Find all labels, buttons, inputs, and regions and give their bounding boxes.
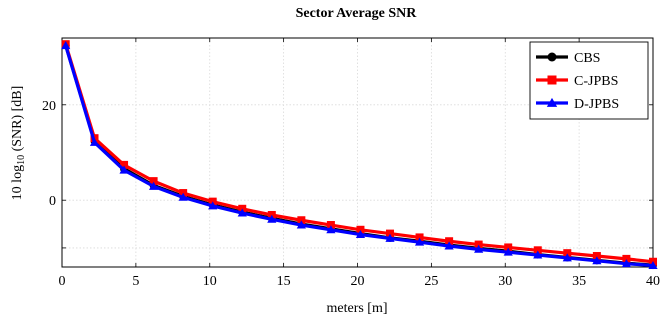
legend: CBS C-JPBS D-JPBS [529, 41, 649, 120]
point-c-jpbs [326, 221, 335, 230]
point-d-jpbs [296, 220, 306, 229]
point-d-jpbs [648, 260, 658, 270]
svg-text:10 log10 (SNR) [dB]: 10 log10 (SNR) [dB] [10, 86, 27, 201]
point-d-jpbs [208, 201, 218, 210]
legend-item-d-jpbs: D-JPBS [536, 97, 619, 112]
grid-lines [61, 38, 654, 267]
point-c-jpbs [120, 160, 129, 169]
x-tick-label: 40 [646, 274, 660, 289]
point-c-jpbs [149, 177, 158, 186]
point-d-jpbs [592, 256, 602, 265]
point-d-jpbs [533, 250, 543, 259]
x-tick-label: 0 [59, 274, 66, 289]
y-axis-label-suffix: (SNR) [dB] [10, 86, 25, 155]
point-d-jpbs [326, 225, 336, 234]
point-d-jpbs [562, 253, 572, 262]
point-c-jpbs [474, 240, 483, 249]
point-d-jpbs [414, 237, 425, 246]
x-tick-label: 15 [277, 274, 291, 289]
legend-label-c-jpbs: C-JPBS [574, 74, 618, 89]
y-axis-label-subscript: 10 [16, 155, 27, 165]
point-c-jpbs [445, 237, 454, 246]
point-c-jpbs [356, 225, 365, 234]
point-d-jpbs [444, 241, 454, 250]
legend-label-cbs: CBS [574, 51, 600, 66]
chart-title: Sector Average SNR [296, 6, 418, 21]
x-tick-label: 5 [132, 274, 139, 289]
x-tick-label: 20 [351, 274, 365, 289]
point-d-jpbs [474, 244, 484, 253]
point-c-jpbs [533, 246, 542, 255]
point-c-jpbs [504, 243, 513, 252]
axis-ticks: 0 5 10 15 20 25 30 35 40 0 20 [42, 38, 660, 289]
point-d-jpbs [621, 259, 632, 268]
point-c-jpbs [415, 233, 424, 242]
legend-marker-d-jpbs [546, 97, 558, 107]
point-d-jpbs [385, 233, 395, 242]
point-d-jpbs [267, 214, 277, 223]
x-tick-label: 10 [203, 274, 217, 289]
x-tick-label: 25 [424, 274, 438, 289]
point-d-jpbs [503, 247, 513, 256]
point-d-jpbs [355, 229, 366, 239]
x-axis-label: meters [m] [326, 301, 387, 316]
y-axis-label: 10 log10 (SNR) [dB] [10, 86, 27, 201]
legend-marker-cbs [547, 52, 557, 62]
point-d-jpbs [149, 181, 159, 190]
y-axis-label-prefix: 10 log [10, 165, 25, 200]
legend-item-c-jpbs: C-JPBS [536, 74, 618, 89]
x-tick-label: 35 [572, 274, 586, 289]
point-d-jpbs [237, 208, 247, 217]
point-c-jpbs [563, 249, 572, 258]
point-c-jpbs [592, 252, 601, 261]
legend-marker-c-jpbs [547, 75, 557, 85]
legend-item-cbs: CBS [536, 51, 600, 66]
y-tick-label: 0 [49, 194, 56, 209]
legend-label-d-jpbs: D-JPBS [574, 97, 619, 112]
series-d-jpbs [61, 41, 658, 270]
point-d-jpbs [119, 165, 129, 174]
point-c-jpbs [297, 216, 306, 225]
x-tick-label: 30 [498, 274, 512, 289]
point-c-jpbs [386, 229, 395, 238]
point-d-jpbs [89, 137, 100, 146]
y-tick-label: 20 [42, 99, 56, 114]
point-d-jpbs [178, 192, 188, 201]
point-c-jpbs [622, 254, 631, 263]
data-series [61, 40, 658, 270]
point-d-jpbs [61, 41, 71, 50]
